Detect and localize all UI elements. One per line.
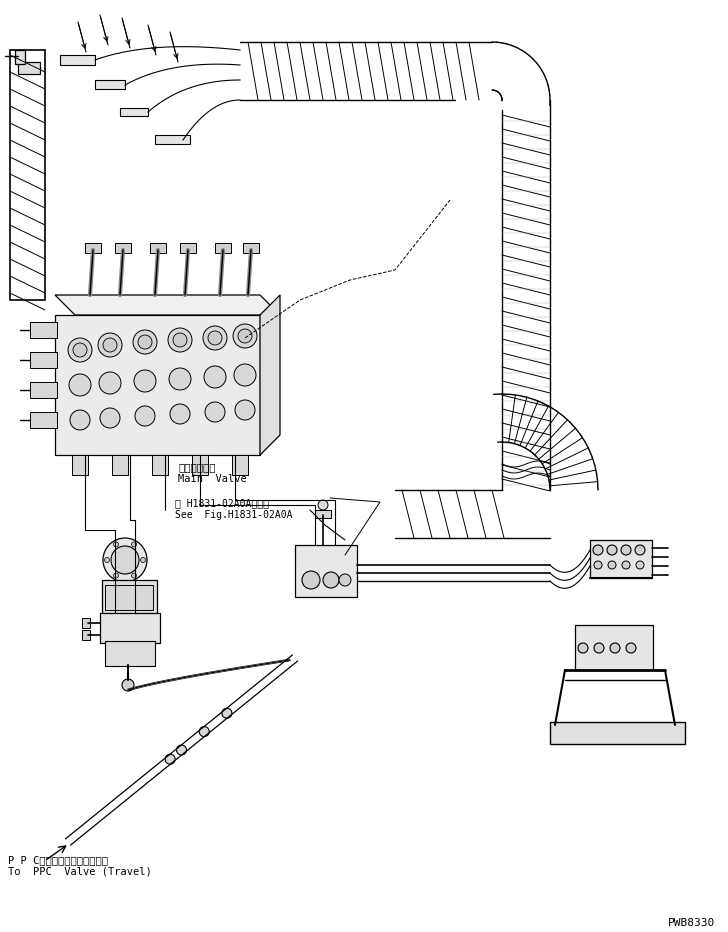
Circle shape: [138, 335, 152, 349]
Circle shape: [114, 573, 119, 578]
Circle shape: [134, 370, 156, 392]
Bar: [30, 382, 57, 398]
Circle shape: [593, 545, 603, 555]
Circle shape: [208, 331, 222, 345]
Bar: [102, 580, 157, 615]
Bar: [30, 322, 57, 338]
Circle shape: [122, 679, 134, 691]
Circle shape: [608, 561, 616, 569]
Circle shape: [103, 338, 117, 352]
Bar: [15, 50, 25, 64]
Circle shape: [578, 643, 588, 653]
Bar: [30, 412, 57, 428]
Bar: [105, 585, 153, 610]
Circle shape: [622, 561, 630, 569]
Circle shape: [111, 546, 139, 574]
Circle shape: [103, 538, 147, 582]
Circle shape: [302, 571, 320, 589]
Circle shape: [132, 541, 137, 547]
Bar: [295, 545, 357, 597]
Circle shape: [610, 643, 620, 653]
Bar: [72, 455, 88, 475]
Bar: [85, 243, 101, 253]
Circle shape: [204, 366, 226, 388]
Bar: [575, 625, 653, 670]
Bar: [82, 630, 90, 640]
Bar: [152, 455, 168, 475]
Circle shape: [621, 545, 631, 555]
Text: To  PPC  Valve (Travel): To PPC Valve (Travel): [8, 867, 151, 877]
Polygon shape: [260, 295, 280, 455]
Bar: [100, 613, 160, 643]
Circle shape: [635, 545, 645, 555]
Bar: [550, 722, 685, 744]
Bar: [215, 243, 231, 253]
Circle shape: [205, 402, 225, 422]
Text: P P Cバルブ（走行）へ　・・: P P Cバルブ（走行）へ ・・: [8, 855, 108, 865]
Circle shape: [199, 727, 209, 736]
Bar: [95, 80, 125, 89]
Circle shape: [233, 324, 257, 348]
Bar: [18, 62, 40, 74]
Bar: [180, 243, 196, 253]
Bar: [315, 510, 331, 518]
Circle shape: [100, 408, 120, 428]
Bar: [232, 455, 248, 475]
Circle shape: [173, 333, 187, 347]
Bar: [120, 108, 148, 116]
Circle shape: [607, 545, 617, 555]
Circle shape: [234, 364, 256, 386]
Circle shape: [318, 500, 328, 510]
Bar: [30, 352, 57, 368]
Polygon shape: [55, 315, 260, 455]
Circle shape: [114, 541, 119, 547]
Bar: [112, 455, 128, 475]
Circle shape: [235, 400, 255, 420]
Circle shape: [626, 643, 636, 653]
Text: メインバルブ: メインバルブ: [178, 462, 215, 472]
Bar: [105, 641, 155, 666]
Circle shape: [176, 745, 186, 755]
Bar: [192, 455, 208, 475]
Polygon shape: [55, 295, 280, 315]
Bar: [590, 540, 652, 578]
Circle shape: [69, 374, 91, 396]
Bar: [150, 243, 166, 253]
Circle shape: [105, 557, 109, 563]
Circle shape: [169, 368, 191, 390]
Text: Main  Valve: Main Valve: [178, 474, 247, 484]
Text: PWB8330: PWB8330: [668, 918, 715, 928]
Circle shape: [133, 330, 157, 354]
Circle shape: [339, 574, 351, 586]
Circle shape: [636, 561, 644, 569]
Bar: [60, 55, 95, 65]
Circle shape: [68, 338, 92, 362]
Circle shape: [141, 557, 146, 563]
Bar: [115, 243, 131, 253]
Text: 第 H1831-02A0A図参照: 第 H1831-02A0A図参照: [175, 498, 269, 508]
Circle shape: [323, 572, 339, 588]
Circle shape: [222, 708, 232, 719]
Circle shape: [170, 404, 190, 424]
Circle shape: [73, 343, 87, 357]
Circle shape: [165, 754, 175, 764]
Circle shape: [168, 328, 192, 352]
Circle shape: [98, 333, 122, 357]
Circle shape: [70, 410, 90, 430]
Circle shape: [203, 326, 227, 350]
Bar: [82, 618, 90, 628]
Bar: [243, 243, 259, 253]
Circle shape: [594, 643, 604, 653]
Text: See  Fig.H1831-02A0A: See Fig.H1831-02A0A: [175, 510, 293, 520]
Circle shape: [135, 406, 155, 426]
Circle shape: [594, 561, 602, 569]
Circle shape: [238, 329, 252, 343]
Circle shape: [132, 573, 137, 578]
Circle shape: [99, 372, 121, 394]
Bar: [155, 135, 190, 144]
